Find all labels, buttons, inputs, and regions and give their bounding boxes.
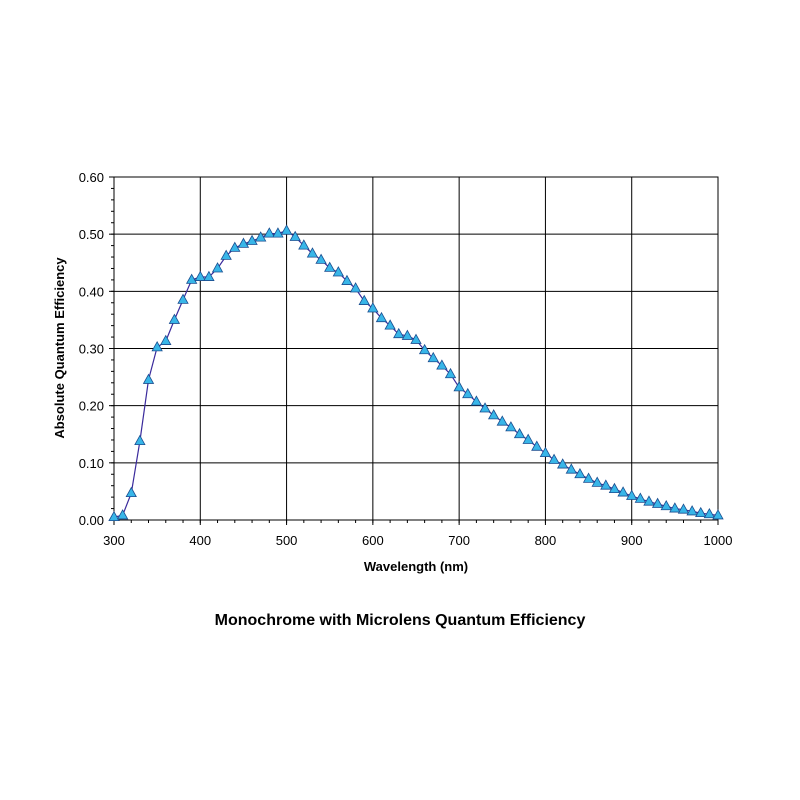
data-point bbox=[151, 341, 163, 352]
data-point bbox=[194, 270, 206, 281]
data-point bbox=[168, 313, 181, 324]
data-point bbox=[280, 224, 293, 235]
data-point bbox=[462, 387, 474, 399]
data-point bbox=[436, 359, 448, 370]
data-point bbox=[539, 446, 552, 458]
data-point bbox=[255, 231, 267, 242]
data-point bbox=[134, 434, 146, 446]
x-axis-title: Wavelength (nm) bbox=[364, 559, 468, 574]
x-tick-label: 700 bbox=[448, 533, 470, 548]
data-point bbox=[341, 274, 353, 285]
y-tick-label: 0.20 bbox=[79, 399, 104, 414]
y-tick-label: 0.40 bbox=[79, 284, 104, 299]
data-point bbox=[591, 476, 603, 487]
x-tick-label: 500 bbox=[276, 533, 298, 548]
data-point bbox=[116, 509, 129, 520]
data-point bbox=[142, 373, 155, 384]
chart-title: Monochrome with Microlens Quantum Effici… bbox=[214, 612, 586, 629]
data-point bbox=[505, 421, 517, 432]
data-point bbox=[263, 227, 275, 238]
y-tick-labels: 0.00 0.10 0.20 0.30 0.40 0.50 0.60 bbox=[79, 170, 104, 528]
data-point bbox=[626, 489, 638, 500]
data-point bbox=[393, 327, 405, 339]
data-point bbox=[487, 409, 500, 420]
data-point bbox=[289, 230, 301, 241]
series-line bbox=[113, 230, 719, 518]
data-point bbox=[444, 367, 457, 379]
data-markers bbox=[108, 224, 724, 522]
data-point bbox=[358, 294, 370, 305]
data-point bbox=[272, 227, 284, 238]
x-tick-label: 300 bbox=[103, 533, 125, 548]
data-point bbox=[479, 402, 491, 413]
data-point bbox=[703, 507, 716, 519]
data-point bbox=[712, 509, 724, 520]
data-point bbox=[349, 282, 362, 293]
data-point bbox=[686, 505, 698, 516]
data-point bbox=[470, 395, 483, 406]
data-point bbox=[315, 253, 327, 264]
grid bbox=[113, 176, 719, 521]
data-point bbox=[582, 472, 595, 483]
data-point bbox=[298, 239, 310, 250]
data-point bbox=[375, 311, 388, 323]
data-point bbox=[669, 502, 681, 513]
data-point bbox=[306, 247, 319, 258]
data-point bbox=[557, 458, 569, 469]
data-point bbox=[513, 427, 526, 439]
data-point bbox=[574, 467, 586, 479]
y-tick-label: 0.00 bbox=[79, 513, 104, 528]
data-point bbox=[634, 492, 647, 503]
x-tick-label: 800 bbox=[535, 533, 557, 548]
y-axis-title: Absolute Quantum Efficiency bbox=[52, 257, 67, 439]
data-point bbox=[160, 334, 172, 345]
data-point bbox=[384, 319, 396, 330]
data-point bbox=[660, 499, 672, 511]
data-point bbox=[608, 482, 621, 494]
data-point bbox=[453, 381, 465, 392]
data-point bbox=[600, 479, 612, 490]
data-point bbox=[246, 234, 258, 245]
data-point bbox=[125, 486, 137, 498]
data-point bbox=[651, 497, 664, 508]
data-point bbox=[324, 261, 336, 272]
data-point bbox=[220, 249, 232, 260]
y-tick-label: 0.30 bbox=[79, 342, 104, 357]
data-point bbox=[229, 241, 241, 252]
data-point bbox=[203, 270, 215, 281]
x-tick-label: 600 bbox=[362, 533, 384, 548]
y-tick-label: 0.60 bbox=[79, 170, 104, 185]
data-point bbox=[177, 293, 189, 304]
y-tick-label: 0.50 bbox=[79, 227, 104, 242]
data-point bbox=[185, 273, 198, 284]
x-tick-label: 400 bbox=[189, 533, 211, 548]
data-point bbox=[427, 351, 439, 363]
data-point bbox=[401, 329, 414, 340]
data-point bbox=[643, 495, 655, 506]
data-point bbox=[522, 433, 534, 444]
data-point bbox=[367, 302, 379, 313]
x-tick-label: 900 bbox=[621, 533, 643, 548]
data-point bbox=[695, 506, 707, 518]
data-point bbox=[617, 486, 629, 497]
data-point bbox=[548, 453, 560, 464]
y-tick-label: 0.10 bbox=[79, 456, 104, 471]
data-point bbox=[496, 415, 508, 426]
data-point bbox=[237, 237, 250, 248]
x-tick-label: 1000 bbox=[704, 533, 733, 548]
data-point bbox=[410, 333, 422, 344]
data-point bbox=[565, 463, 577, 474]
data-point bbox=[677, 503, 690, 514]
data-point bbox=[332, 266, 345, 277]
data-point bbox=[418, 343, 431, 355]
data-point bbox=[211, 262, 224, 273]
x-tick-labels: 300 400 500 600 700 800 900 1000 bbox=[103, 533, 732, 548]
data-point bbox=[108, 510, 120, 522]
data-point bbox=[531, 440, 543, 451]
